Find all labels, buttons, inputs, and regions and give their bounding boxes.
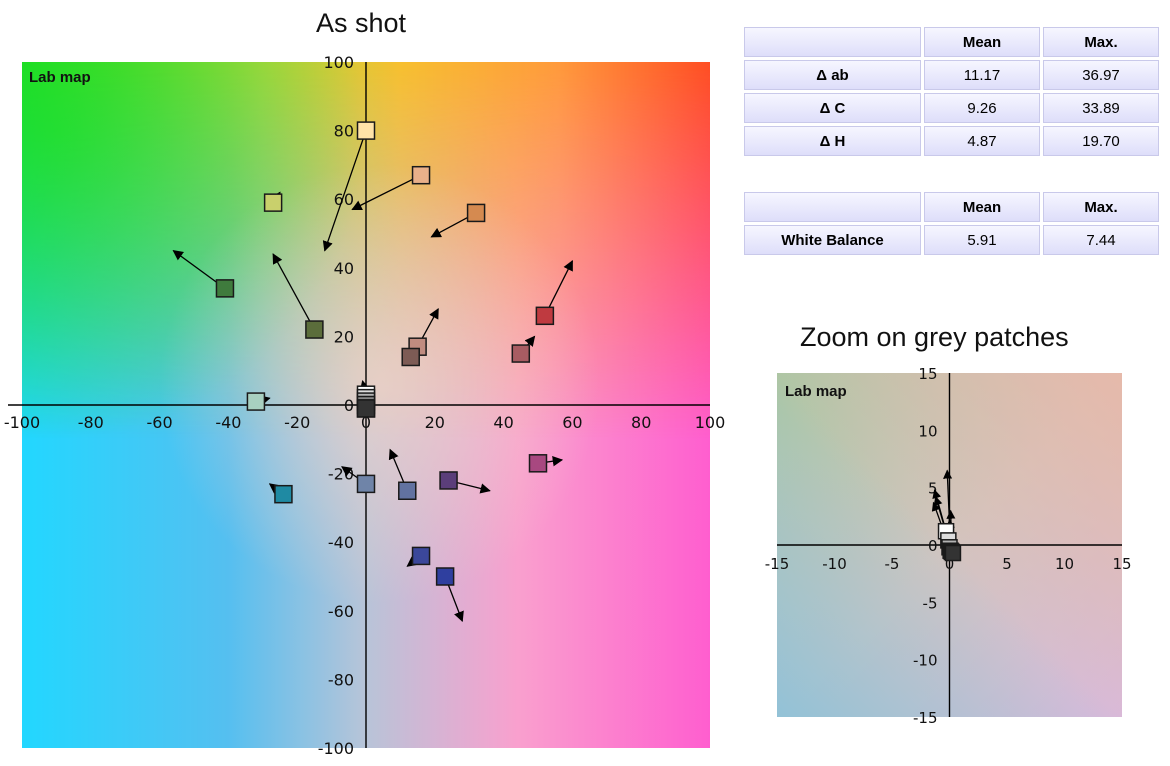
x-tick-label: -40 — [215, 413, 241, 432]
color-patch-marker — [401, 347, 420, 367]
y-tick-label: -15 — [913, 709, 938, 727]
color-patch-marker — [466, 203, 486, 223]
color-patch-marker — [528, 454, 548, 473]
y-tick-label: 80 — [334, 122, 354, 141]
y-tick-label: 40 — [334, 259, 354, 278]
y-tick-label: 100 — [323, 53, 354, 72]
delta-header-mean: Mean — [924, 27, 1040, 57]
y-tick-label: -5 — [923, 594, 938, 612]
x-tick-label: -80 — [78, 413, 104, 432]
wb-header-blank — [744, 192, 921, 222]
x-tick-label: 80 — [631, 413, 651, 432]
delta-row-label: Δ ab — [744, 60, 921, 90]
zoom-map-label: Lab map — [785, 383, 847, 400]
x-tick-label: 15 — [1112, 555, 1131, 573]
color-patch-marker — [263, 193, 283, 212]
main-map-label: Lab map — [29, 69, 91, 86]
delta-row-ab: Δ ab 11.17 36.97 — [744, 60, 1159, 90]
x-tick-label: 5 — [1002, 555, 1012, 573]
y-tick-label: -100 — [318, 739, 354, 758]
y-tick-label: -10 — [913, 652, 938, 670]
wb-header-mean: Mean — [924, 192, 1040, 222]
delta-row-c: Δ C 9.26 33.89 — [744, 93, 1159, 123]
delta-row-mean: 4.87 — [924, 126, 1040, 156]
color-patch-marker — [246, 392, 266, 411]
color-patch-marker — [435, 567, 455, 586]
color-patch-marker — [944, 544, 962, 562]
delta-row-h: Δ H 4.87 19.70 — [744, 126, 1159, 156]
delta-header-blank — [744, 27, 921, 57]
white-balance-table: Mean Max. White Balance 5.91 7.44 — [741, 189, 1162, 258]
wb-row-mean: 5.91 — [924, 225, 1040, 255]
color-patch-marker — [511, 344, 531, 363]
x-tick-label: 0 — [361, 413, 371, 432]
wb-header-max: Max. — [1043, 192, 1159, 222]
y-tick-label: 5 — [928, 480, 938, 498]
wb-row-label: White Balance — [744, 225, 921, 255]
x-tick-label: 20 — [425, 413, 445, 432]
y-tick-label: 20 — [334, 327, 354, 346]
y-tick-label: 10 — [918, 422, 937, 440]
color-patch-marker — [356, 399, 376, 418]
color-patch-marker — [215, 279, 235, 298]
delta-row-mean: 9.26 — [924, 93, 1040, 123]
wb-row-max: 7.44 — [1043, 225, 1159, 255]
y-tick-label: -80 — [328, 670, 354, 689]
y-tick-label: -60 — [328, 602, 354, 621]
x-tick-label: -15 — [765, 555, 790, 573]
x-tick-label: -20 — [284, 413, 310, 432]
color-patch-marker — [274, 484, 293, 504]
color-patch-marker — [305, 320, 324, 339]
y-tick-label: -40 — [328, 533, 354, 552]
color-patch-marker — [411, 546, 431, 566]
wb-row: White Balance 5.91 7.44 — [744, 225, 1159, 255]
color-patch-marker — [356, 121, 376, 140]
delta-row-mean: 11.17 — [924, 60, 1040, 90]
delta-row-max: 33.89 — [1043, 93, 1159, 123]
delta-header-row: Mean Max. — [744, 27, 1159, 57]
color-patch-marker — [439, 471, 458, 490]
y-tick-label: 15 — [918, 365, 937, 383]
wb-header-row: Mean Max. — [744, 192, 1159, 222]
delta-stats-table: Mean Max. Δ ab 11.17 36.97 Δ C 9.26 33.8… — [741, 24, 1162, 159]
delta-row-label: Δ H — [744, 126, 921, 156]
x-tick-label: 40 — [493, 413, 513, 432]
x-tick-label: 10 — [1055, 555, 1074, 573]
main-chart-title: As shot — [316, 8, 407, 38]
y-tick-label: 0 — [344, 396, 354, 415]
x-tick-label: -100 — [4, 413, 40, 432]
error-arrow — [272, 253, 315, 330]
color-patch-marker — [398, 481, 417, 500]
x-tick-label: 0 — [945, 555, 955, 573]
x-tick-label: -5 — [885, 555, 900, 573]
delta-row-label: Δ C — [744, 93, 921, 123]
x-tick-label: 60 — [562, 413, 582, 432]
x-tick-label: 100 — [695, 413, 726, 432]
error-arrow — [351, 174, 422, 211]
x-tick-label: -60 — [147, 413, 173, 432]
error-arrow — [322, 130, 367, 252]
delta-row-max: 19.70 — [1043, 126, 1159, 156]
color-patch-marker — [411, 165, 431, 185]
x-tick-label: -10 — [822, 555, 847, 573]
color-patch-marker — [356, 474, 376, 494]
color-patch-marker — [535, 306, 555, 326]
zoom-chart-title: Zoom on grey patches — [800, 322, 1069, 352]
y-tick-label: 60 — [334, 190, 354, 209]
delta-header-max: Max. — [1043, 27, 1159, 57]
y-tick-label: 0 — [928, 537, 938, 555]
delta-row-max: 36.97 — [1043, 60, 1159, 90]
